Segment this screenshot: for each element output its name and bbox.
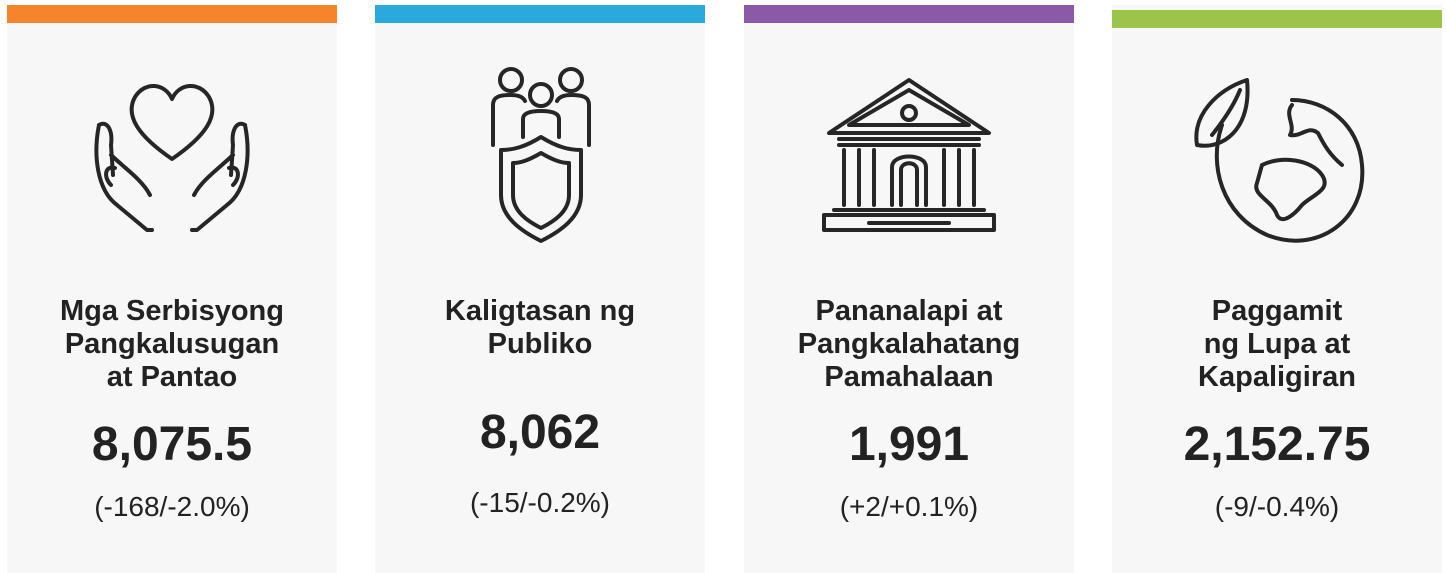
card-value: 2,152.75: [1183, 418, 1371, 471]
card-title: Paggamit ng Lupa at Kapaligiran: [1112, 295, 1442, 394]
card: Paggamit ng Lupa at Kapaligiran 2,152.75…: [1112, 5, 1442, 573]
card: Mga Serbisyong Pangkalusugan at Pantao 8…: [7, 5, 337, 573]
title-line: Publiko: [487, 328, 593, 360]
card-bar: [7, 5, 337, 23]
card: Pananalapi at Pangkalahatang Pamahalaan …: [744, 5, 1074, 573]
card-change: (+2/+0.1%): [839, 491, 979, 522]
title-line: Pananalapi at: [815, 295, 1003, 327]
title-line: ng Lupa at: [1203, 328, 1351, 360]
title-line: Mga Serbisyong: [60, 295, 284, 327]
card-value: 8,062: [479, 406, 601, 459]
health-icon: [94, 84, 250, 232]
card-title: Mga Serbisyong Pangkalusugan at Pantao: [7, 295, 337, 394]
title-line: Kaligtasan ng: [444, 295, 636, 327]
card-value: 8,075.5: [91, 418, 253, 471]
title-line: at Pantao: [106, 361, 238, 393]
card-bar: [1112, 10, 1442, 28]
environment-icon: [1194, 78, 1365, 243]
card: Kaligtasan ng Publiko 8,062 (-15/-0.2%): [375, 5, 705, 573]
card-bar: [744, 5, 1074, 23]
card-change: (-9/-0.4%): [1214, 491, 1340, 522]
card-title: Kaligtasan ng Publiko: [375, 295, 705, 361]
card-title: Pananalapi at Pangkalahatang Pamahalaan: [744, 295, 1074, 394]
title-line: Paggamit: [1211, 295, 1343, 327]
finance-icon: [822, 78, 996, 232]
safety-icon: [491, 67, 591, 243]
title-line: Pangkalahatang: [797, 328, 1021, 360]
title-line: Pamahalaan: [824, 361, 994, 393]
title-line: Pangkalusugan: [64, 328, 280, 360]
card-value: 1,991: [848, 418, 970, 471]
card-bar: [375, 5, 705, 23]
title-line: Kapaligiran: [1198, 361, 1356, 393]
card-change: (-15/-0.2%): [469, 487, 611, 518]
card-change: (-168/-2.0%): [94, 491, 250, 522]
